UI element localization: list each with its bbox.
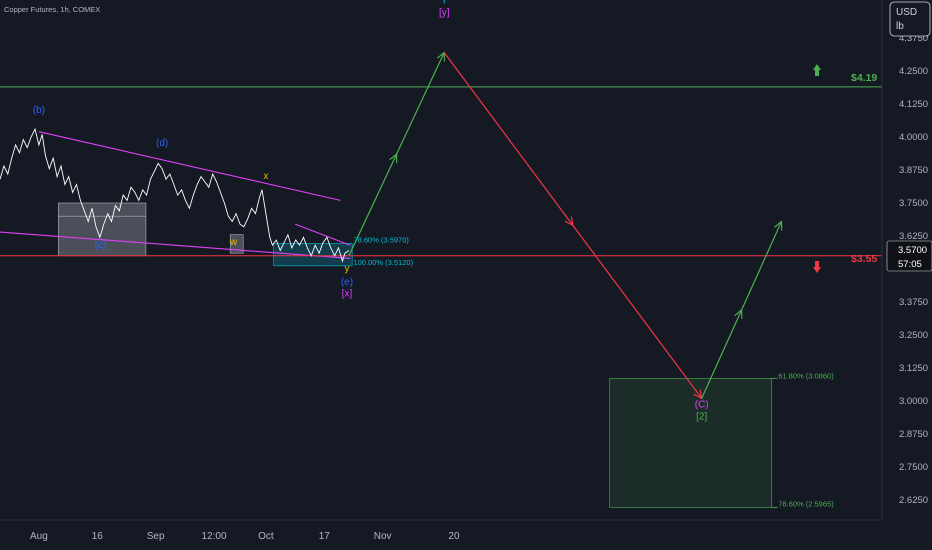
wave-label: 78.60% (2.5965) bbox=[778, 500, 834, 509]
y-tick-label: 4.3750 bbox=[899, 33, 928, 44]
y-tick-label: 4.1250 bbox=[899, 99, 928, 110]
y-tick-label: 3.1250 bbox=[899, 363, 928, 374]
level-label: $4.19 bbox=[851, 72, 877, 84]
x-tick-label: Oct bbox=[258, 531, 274, 542]
structure-box-w bbox=[229, 234, 244, 254]
wedge-upper-line bbox=[38, 131, 341, 201]
ending-wedge-upper bbox=[294, 223, 351, 246]
wave-label: 100.00% (3.5120) bbox=[353, 258, 413, 267]
wave-label: 61.80% (3.0860) bbox=[778, 371, 834, 380]
level-label: $3.55 bbox=[851, 253, 877, 265]
target-zone-box bbox=[609, 377, 773, 508]
time-scale[interactable] bbox=[0, 520, 882, 550]
wave-label: (d) bbox=[156, 138, 168, 149]
wave-label: (e) bbox=[341, 277, 353, 288]
wave-label: [y] bbox=[439, 8, 450, 19]
y-tick-label: 3.0000 bbox=[899, 396, 928, 407]
pattern-overlay-layer bbox=[0, 131, 353, 267]
wave-label: (c) bbox=[95, 240, 107, 251]
series-arrowhead bbox=[774, 220, 783, 231]
wave-label: (C) bbox=[695, 400, 709, 411]
y-tick-label: 4.2500 bbox=[899, 66, 928, 77]
countdown-timer: 57:05 bbox=[898, 259, 922, 270]
wave-label: Y bbox=[441, 0, 448, 7]
series-line bbox=[0, 127, 350, 263]
wave-label: (b) bbox=[33, 105, 45, 116]
y-tick-label: 3.3750 bbox=[899, 297, 928, 308]
y-tick-label: 3.6250 bbox=[899, 231, 928, 242]
y-tick-label: 3.7500 bbox=[899, 198, 928, 209]
current-price-badge: 3.5700 57:05 bbox=[886, 240, 932, 272]
x-tick-label: 12:00 bbox=[201, 531, 226, 542]
series-mid-arrowhead bbox=[564, 216, 574, 227]
wave-label: y bbox=[344, 264, 349, 275]
wave-label: [2] bbox=[696, 411, 707, 422]
annotation-layer: (b) (d) x w (c) 78.60% (3.5970) 100.00% (3.512… bbox=[33, 0, 834, 509]
target-zone-layer bbox=[609, 377, 778, 508]
currency-unit-selector[interactable]: USD lb bbox=[889, 1, 931, 37]
fib-retracement-box bbox=[273, 243, 353, 267]
y-tick-label: 3.8750 bbox=[899, 165, 928, 176]
price-scale-ticks: 4.3750 4.2500 4.1250 4.0000 3.8750 3.7500 3.62… bbox=[899, 33, 928, 506]
y-tick-label: 2.6250 bbox=[899, 495, 928, 506]
x-tick-label: 20 bbox=[448, 531, 460, 542]
unit-label: lb bbox=[896, 21, 904, 32]
wave-label: w bbox=[229, 237, 238, 248]
y-tick-label: 2.8750 bbox=[899, 429, 928, 440]
x-tick-label: 16 bbox=[92, 531, 104, 542]
wedge-lower-line bbox=[0, 231, 351, 259]
wave-label: x bbox=[263, 171, 268, 182]
y-tick-label: 3.2500 bbox=[899, 330, 928, 341]
y-tick-label: 2.7500 bbox=[899, 462, 928, 473]
series-layer bbox=[0, 51, 783, 400]
series-mid-arrowhead bbox=[389, 152, 398, 164]
down-arrow-icon bbox=[813, 261, 821, 273]
x-tick-label: Aug bbox=[30, 531, 48, 542]
symbol-title: Copper Futures, 1h, COMEX bbox=[4, 5, 100, 14]
x-tick-label: 17 bbox=[319, 531, 331, 542]
series-mid-arrowhead bbox=[734, 308, 743, 319]
current-price: 3.5700 bbox=[898, 245, 927, 256]
x-tick-label: Sep bbox=[147, 531, 165, 542]
x-tick-label: Nov bbox=[374, 531, 392, 542]
up-arrow-icon bbox=[813, 64, 821, 76]
price-scale[interactable] bbox=[882, 0, 932, 550]
wave-label: 78.60% (3.5970) bbox=[353, 236, 409, 245]
y-tick-label: 4.0000 bbox=[899, 132, 928, 143]
currency-label: USD bbox=[896, 7, 917, 18]
horizontal-levels-layer: $4.19 $3.55 bbox=[0, 72, 882, 265]
wave-label: [x] bbox=[342, 289, 353, 300]
time-scale-ticks: Aug 16 Sep 12:00 Oct 17 Nov 20 bbox=[30, 531, 460, 542]
